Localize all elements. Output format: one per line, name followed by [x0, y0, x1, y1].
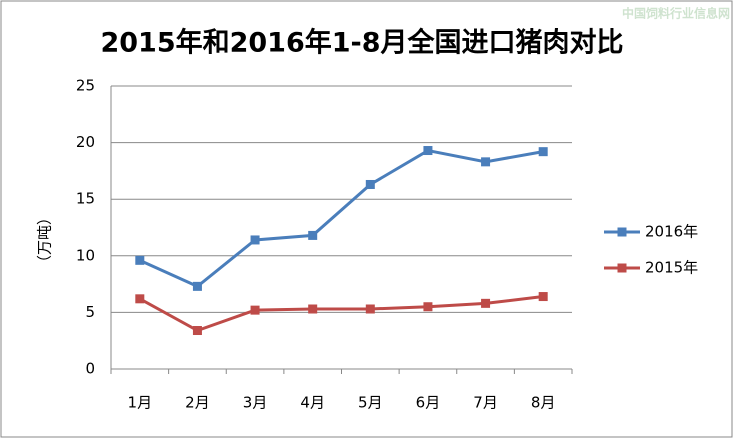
chart-title: 2015年和2016年1-8月全国进口猪肉对比 [100, 27, 623, 59]
x-tick-label: 5月 [358, 394, 383, 412]
marker [192, 281, 202, 291]
y-tick-label: 20 [76, 133, 95, 151]
marker [135, 294, 145, 304]
y-tick-label: 15 [76, 190, 95, 208]
marker [538, 147, 548, 157]
marker [423, 302, 433, 312]
marker [308, 304, 318, 314]
marker [423, 146, 433, 156]
legend-label: 2015年 [645, 259, 698, 277]
y-axis-label: （万吨） [36, 210, 54, 270]
y-tick-label: 25 [76, 77, 95, 95]
x-tick-label: 7月 [473, 394, 498, 412]
marker [308, 230, 318, 240]
y-tick-label: 0 [85, 360, 95, 378]
marker [481, 298, 491, 308]
legend-marker [617, 227, 627, 237]
marker [481, 157, 491, 167]
x-tick-label: 8月 [531, 394, 556, 412]
y-tick-label: 10 [76, 246, 95, 264]
marker [538, 292, 548, 302]
marker [365, 179, 375, 189]
marker [250, 235, 260, 245]
line [139, 148, 544, 289]
marker [250, 305, 260, 315]
marker [135, 255, 145, 265]
legend-label: 2016年 [645, 223, 698, 241]
legend-marker [617, 263, 627, 273]
marker [365, 304, 375, 314]
x-tick-label: 3月 [243, 394, 268, 412]
x-tick-label: 4月 [300, 394, 325, 412]
marker [192, 326, 202, 336]
watermark: 中国饲料行业信息网 [622, 6, 730, 21]
x-tick-label: 2月 [185, 394, 210, 412]
x-tick-label: 1月 [128, 394, 153, 412]
x-tick-label: 6月 [416, 394, 441, 412]
y-tick-label: 5 [85, 303, 95, 321]
line [139, 295, 544, 333]
